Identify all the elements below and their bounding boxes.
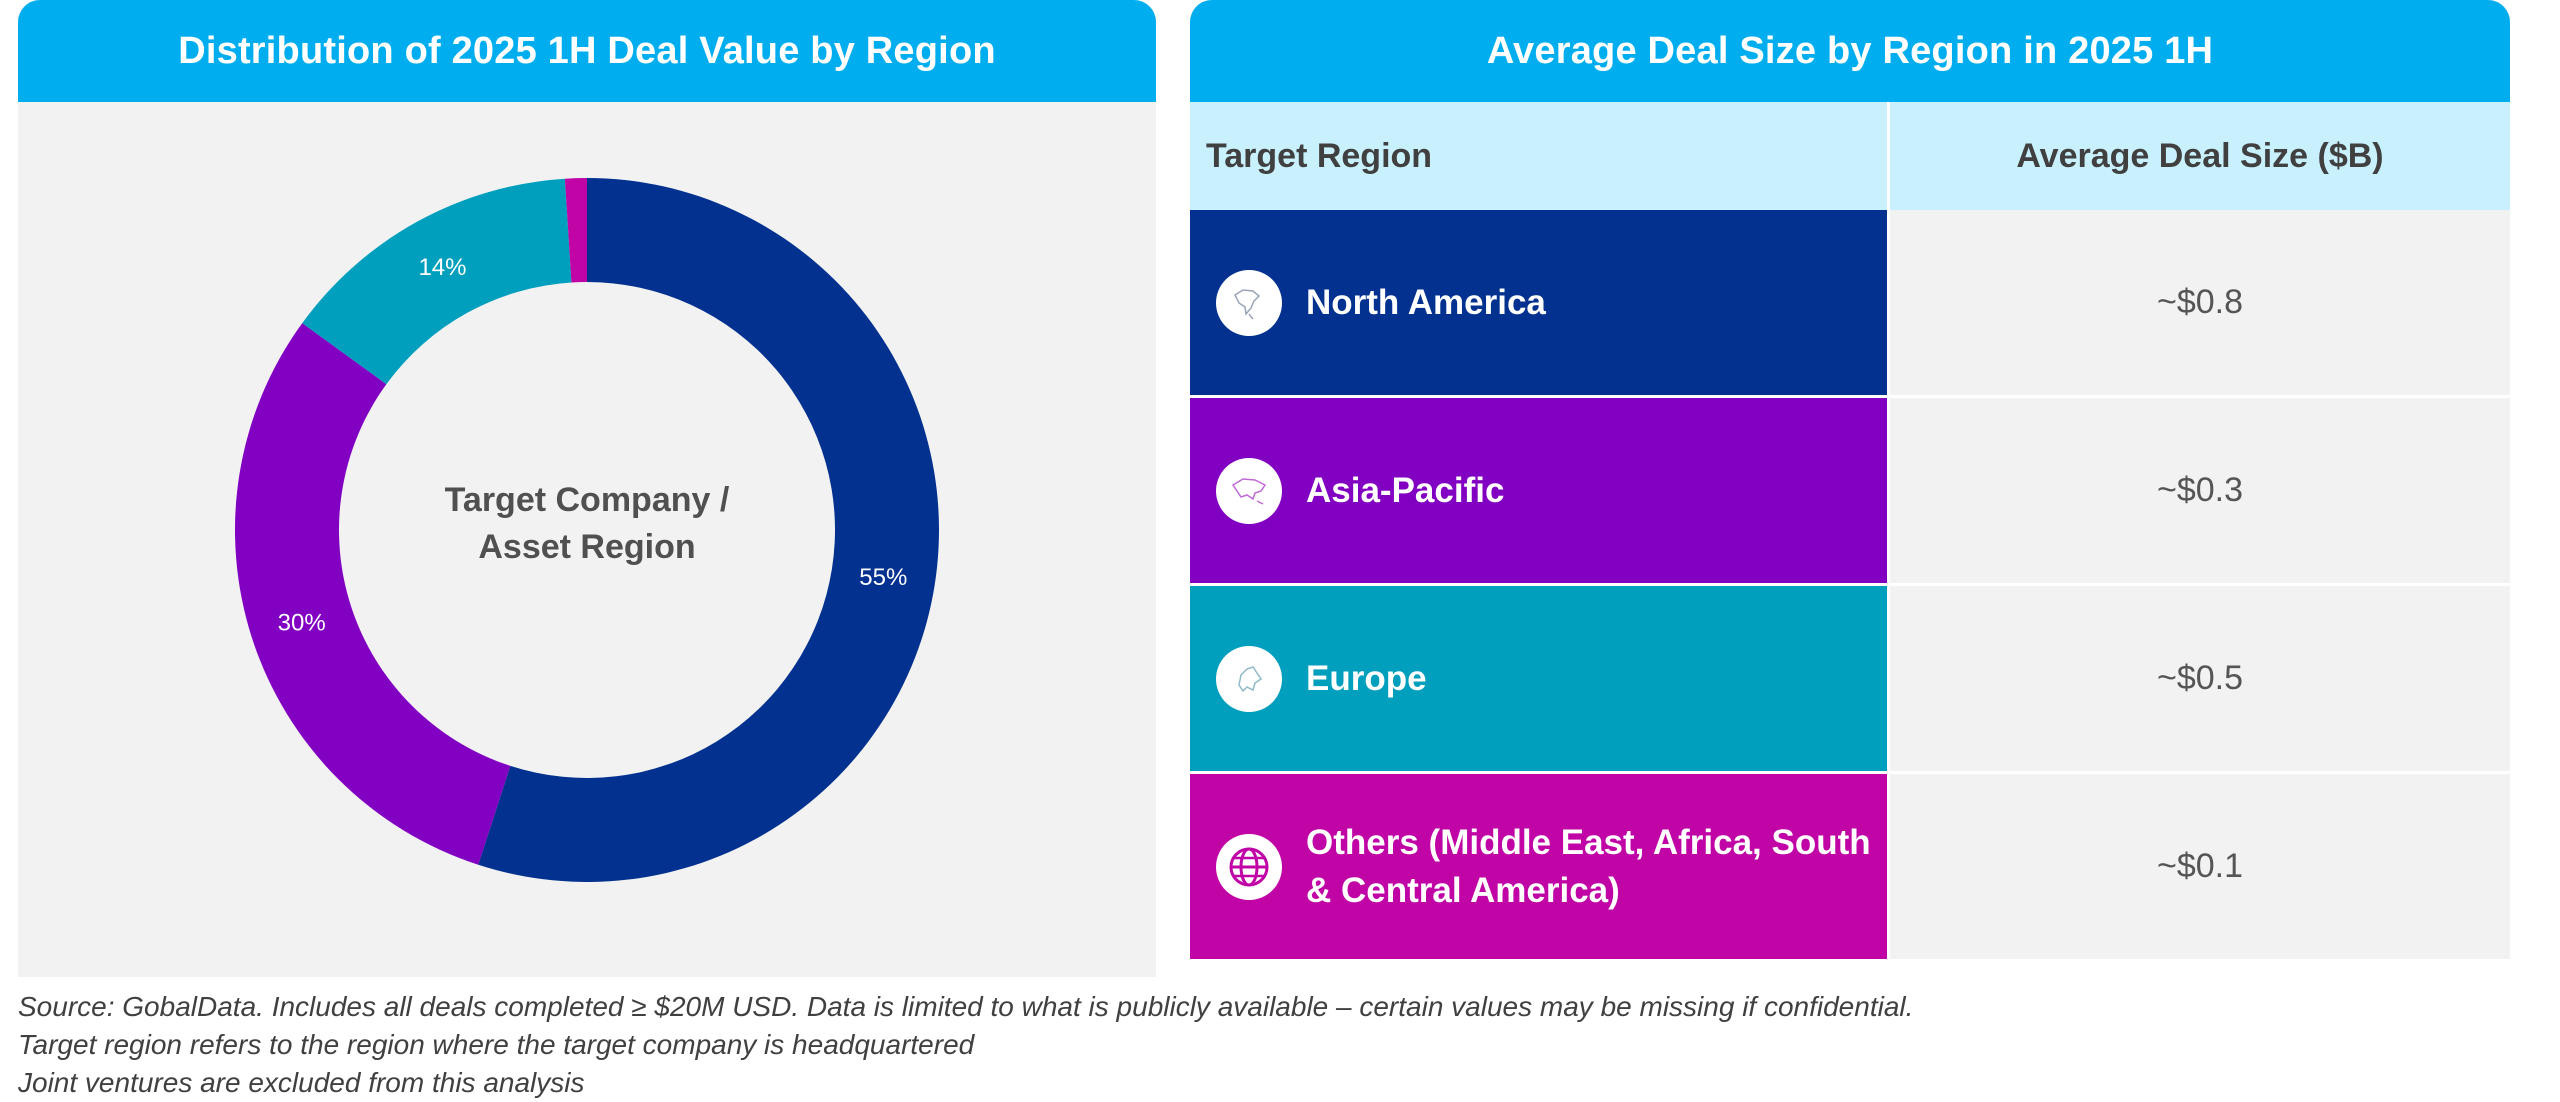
footnotes: Source: GobalData. Includes all deals co… — [18, 988, 1913, 1102]
donut-panel-title: Distribution of 2025 1H Deal Value by Re… — [18, 0, 1156, 102]
region-cell: Europe — [1190, 586, 1890, 774]
region-cell: North America — [1190, 210, 1890, 398]
donut-title-text: Distribution of 2025 1H Deal Value by Re… — [178, 29, 996, 72]
donut-slice-label: 55% — [859, 564, 907, 591]
column-header-region: Target Region — [1190, 102, 1890, 210]
table-row: Asia-Pacific ~$0.3 — [1190, 398, 2510, 586]
donut-chart: 55% 30% 14% — [234, 178, 939, 882]
globe-icon — [1216, 833, 1282, 900]
region-name: Europe — [1306, 658, 1427, 698]
table-row: Europe ~$0.5 — [1190, 586, 2510, 774]
value-cell: ~$0.3 — [1890, 398, 2510, 586]
table-panel-title: Average Deal Size by Region in 2025 1H — [1190, 0, 2510, 102]
donut-slice-label: 30% — [278, 610, 326, 637]
region-cell: Asia-Pacific — [1190, 398, 1890, 586]
footnote-joint-ventures: Joint ventures are excluded from this an… — [18, 1067, 585, 1098]
donut-slice-label: 14% — [418, 254, 466, 281]
region-name: North America — [1306, 282, 1546, 322]
table-row: North America ~$0.8 — [1190, 210, 2510, 398]
europe-map-icon — [1216, 645, 1282, 712]
region-name: Asia-Pacific — [1306, 470, 1505, 510]
donut-slice-others — [564, 178, 587, 283]
donut-slice-europe — [302, 178, 572, 385]
region-name: Others (Middle East, Africa, South & Cen… — [1306, 822, 1871, 910]
footnote-target-region: Target region refers to the region where… — [18, 1029, 975, 1060]
asia-map-icon — [1216, 457, 1282, 524]
region-cell: Others (Middle East, Africa, South & Cen… — [1190, 774, 1890, 962]
footnote-source: Source: GobalData. Includes all deals co… — [18, 991, 1914, 1022]
column-header-value: Average Deal Size ($B) — [1890, 102, 2510, 210]
deal-size-table: Target Region Average Deal Size ($B) Nor… — [1190, 102, 2510, 962]
table-header-row: Target Region Average Deal Size ($B) — [1190, 102, 2510, 210]
value-cell: ~$0.8 — [1890, 210, 2510, 398]
value-cell: ~$0.1 — [1890, 774, 2510, 962]
donut-panel: 55% 30% 14% Target Company / Asset Region — [18, 102, 1156, 977]
donut-center-label-line1: Target Company / — [444, 481, 730, 519]
donut-center-label-line2: Asset Region — [478, 528, 696, 566]
donut-slice-asiapacific — [234, 323, 511, 865]
north-america-map-icon — [1216, 269, 1282, 336]
value-cell: ~$0.5 — [1890, 586, 2510, 774]
donut-slice-north — [478, 178, 939, 882]
table-title-text: Average Deal Size by Region in 2025 1H — [1486, 29, 2214, 72]
table-row: Others (Middle East, Africa, South & Cen… — [1190, 774, 2510, 962]
